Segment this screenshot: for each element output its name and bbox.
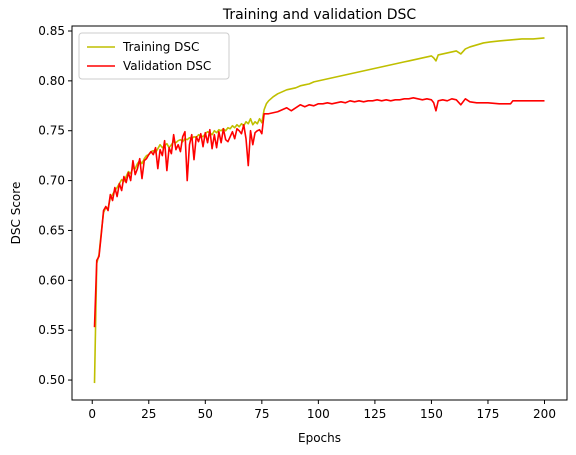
x-tick-label: 0 xyxy=(88,407,96,421)
y-tick-label: 0.85 xyxy=(38,24,65,38)
y-tick-label: 0.65 xyxy=(38,223,65,237)
axes-frame xyxy=(71,25,568,401)
y-tick-label: 0.50 xyxy=(38,373,65,387)
y-tick-label: 0.70 xyxy=(38,174,65,188)
axis-ticks: 0 25 50 75 100 125 150 175 200 0.50 0.55 0.60 0.65 0.… xyxy=(38,24,556,421)
y-tick-label: 0.60 xyxy=(38,273,65,287)
x-tick-label: 75 xyxy=(254,407,269,421)
x-tick-label: 200 xyxy=(533,407,556,421)
x-tick-label: 175 xyxy=(477,407,500,421)
y-tick-label: 0.80 xyxy=(38,74,65,88)
x-axis-label: Epochs xyxy=(298,431,341,445)
x-tick-label: 100 xyxy=(307,407,330,421)
y-tick-label: 0.55 xyxy=(38,323,65,337)
x-tick-label: 50 xyxy=(198,407,213,421)
y-tick-label: 0.75 xyxy=(38,124,65,138)
x-tick-label: 150 xyxy=(420,407,443,421)
legend-box xyxy=(78,32,230,80)
chart-title: Training and validation DSC xyxy=(222,7,417,23)
legend-label: Validation DSC xyxy=(123,59,211,73)
legend: Training DSC Validation DSC xyxy=(78,32,230,80)
plot-area xyxy=(93,37,545,384)
validation-dsc-line xyxy=(93,97,545,328)
y-axis-label: DSC Score xyxy=(9,182,23,245)
legend-label: Training DSC xyxy=(122,40,199,54)
x-tick-label: 125 xyxy=(363,407,386,421)
x-tick-label: 25 xyxy=(141,407,156,421)
